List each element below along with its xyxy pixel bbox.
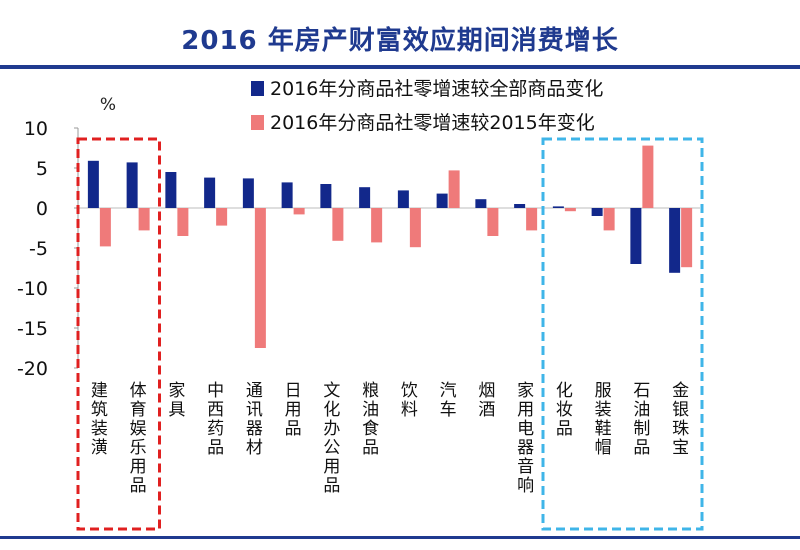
bar-series1-1 — [87, 160, 99, 208]
bar-series2-11 — [487, 208, 499, 236]
highlight-box-2 — [541, 137, 704, 531]
legend-swatch-2 — [251, 115, 264, 130]
x-category-label: 建筑装潢 — [91, 381, 108, 458]
bar-series2-15 — [642, 145, 654, 208]
title-underline — [0, 65, 800, 69]
bar-series2-8 — [371, 208, 383, 243]
bar-series2-7 — [332, 208, 344, 241]
bar-series1-3 — [165, 172, 177, 208]
y-tick-label: 0 — [36, 198, 48, 220]
bar-series1-10 — [436, 193, 448, 208]
x-category-label: 粮油食品 — [362, 381, 379, 458]
x-category-label: 金银珠宝 — [672, 381, 689, 458]
bottom-rule — [0, 536, 800, 539]
x-category-label: 通讯器材 — [246, 381, 263, 458]
bar-series1-8 — [359, 187, 371, 208]
bar-series2-9 — [409, 208, 421, 248]
bar-series2-1 — [99, 208, 111, 247]
x-category-label: 烟酒 — [478, 381, 495, 420]
legend-label-2: 2016年分商品社零增速较2015年变化 — [270, 112, 595, 134]
x-category-label: 日用品 — [285, 381, 302, 439]
y-tick-label: -15 — [17, 318, 48, 340]
highlight-box-1 — [76, 137, 161, 531]
x-category-label: 化妆品 — [556, 381, 573, 439]
x-category-label: 服装鞋帽 — [595, 381, 612, 458]
bar-series2-4 — [216, 208, 228, 226]
legend-label-1: 2016年分商品社零增速较全部商品变化 — [270, 78, 603, 100]
bar-series2-6 — [293, 208, 305, 215]
bar-series2-13 — [564, 208, 576, 212]
bar-series1-16 — [669, 208, 681, 273]
bar-series1-4 — [204, 177, 216, 208]
bar-series2-16 — [681, 208, 693, 268]
bar-series1-15 — [630, 208, 642, 264]
x-category-label: 家具 — [168, 381, 185, 420]
y-tick-label: 10 — [24, 118, 48, 140]
x-category-label: 文化办公用品 — [323, 381, 340, 496]
legend-swatch-1 — [251, 81, 264, 96]
bar-series1-9 — [397, 190, 409, 208]
x-category-label: 中西药品 — [207, 381, 224, 458]
bar-series2-12 — [526, 208, 538, 231]
y-tick-label: -20 — [17, 358, 48, 380]
y-unit-label: % — [100, 95, 116, 115]
bar-series2-5 — [254, 208, 266, 348]
bar-series2-3 — [177, 208, 189, 236]
x-category-label: 体育娱乐用品 — [130, 381, 147, 496]
x-category-label: 家用电器音响 — [517, 381, 534, 496]
chart-title: 2016 年房产财富效应期间消费增长 — [181, 26, 619, 56]
x-category-label: 石油制品 — [633, 381, 650, 458]
bar-series1-13 — [552, 206, 564, 208]
bar-series1-14 — [591, 208, 603, 216]
y-tick-label: -10 — [17, 278, 48, 300]
bar-series1-2 — [126, 162, 138, 208]
x-category-label: 汽车 — [440, 381, 457, 420]
bar-series2-10 — [448, 170, 460, 208]
x-category-label: 饮料 — [401, 381, 418, 420]
bar-series2-14 — [603, 208, 615, 231]
bar-series1-12 — [514, 204, 526, 208]
bar-series1-7 — [320, 184, 332, 208]
y-tick-label: 5 — [36, 158, 48, 180]
bar-series2-2 — [138, 208, 150, 231]
bar-series1-6 — [281, 182, 293, 208]
y-tick-label: -5 — [29, 238, 48, 260]
bar-series1-5 — [242, 178, 254, 208]
bar-series1-11 — [475, 199, 487, 208]
